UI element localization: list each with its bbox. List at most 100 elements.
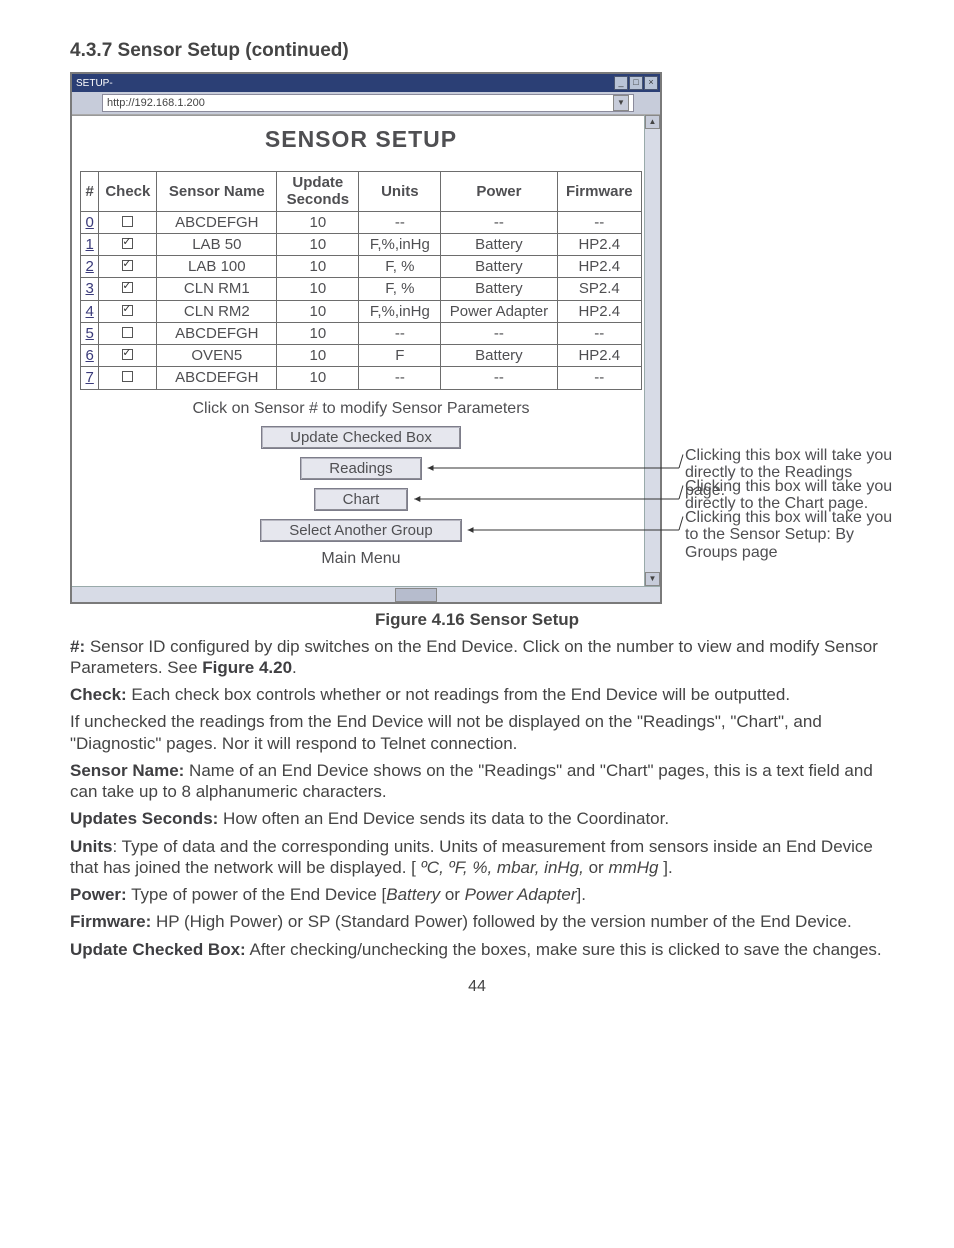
select-group-button[interactable]: Select Another Group (260, 519, 461, 542)
name-cell: ABCDEFGH (157, 211, 277, 233)
units-cell: -- (359, 367, 441, 389)
update-cell: 10 (277, 300, 359, 322)
check-cell[interactable] (99, 345, 157, 367)
address-bar: http://192.168.1.200 ▼ (72, 92, 660, 115)
power-cell: Battery (441, 278, 557, 300)
body-text: #: Sensor ID configured by dip switches … (70, 636, 884, 960)
check-cell[interactable] (99, 233, 157, 255)
col-name: Sensor Name (157, 172, 277, 212)
check-cell[interactable] (99, 256, 157, 278)
power-cell: -- (441, 367, 557, 389)
sensor-link[interactable]: 3 (81, 278, 99, 300)
url-field[interactable]: http://192.168.1.200 ▼ (102, 94, 634, 112)
scroll-down-icon[interactable]: ▼ (645, 572, 660, 586)
table-row: 6OVEN510FBatteryHP2.4 (81, 345, 642, 367)
name-cell: CLN RM1 (157, 278, 277, 300)
units-cell: F, % (359, 256, 441, 278)
sensor-link[interactable]: 2 (81, 256, 99, 278)
fw-cell: SP2.4 (557, 278, 641, 300)
sensor-link[interactable]: 1 (81, 233, 99, 255)
check-cell[interactable] (99, 211, 157, 233)
power-cell: Power Adapter (441, 300, 557, 322)
update-cell: 10 (277, 278, 359, 300)
check-cell[interactable] (99, 300, 157, 322)
table-row: 2LAB 10010F, %BatteryHP2.4 (81, 256, 642, 278)
table-row: 3CLN RM110F, %BatterySP2.4 (81, 278, 642, 300)
url-dropdown-icon[interactable]: ▼ (613, 95, 629, 111)
check-cell[interactable] (99, 367, 157, 389)
update-cell: 10 (277, 233, 359, 255)
minimize-icon[interactable]: _ (614, 76, 628, 90)
checkbox[interactable] (122, 349, 133, 360)
page-heading: SENSOR SETUP (80, 126, 642, 153)
annot-select: Clicking this box will take you to the S… (685, 509, 895, 562)
table-row: 4 CLN RM210F,%,inHgPower AdapterHP2.4 (81, 300, 642, 322)
col-num: # (81, 172, 99, 212)
fw-cell: -- (557, 322, 641, 344)
vertical-scrollbar[interactable]: ▲ ▼ (644, 115, 660, 586)
col-power: Power (441, 172, 557, 212)
name-cell: ABCDEFGH (157, 322, 277, 344)
go-icon[interactable] (636, 93, 660, 113)
section-title: 4.3.7 Sensor Setup (continued) (70, 40, 884, 62)
window-title: SETUP- (74, 78, 113, 89)
units-cell: F,%,inHg (359, 300, 441, 322)
power-cell: Battery (441, 233, 557, 255)
fw-cell: HP2.4 (557, 256, 641, 278)
update-checked-button[interactable]: Update Checked Box (261, 426, 461, 449)
power-cell: Battery (441, 256, 557, 278)
checkbox[interactable] (122, 216, 133, 227)
update-cell: 10 (277, 211, 359, 233)
sensor-link[interactable]: 6 (81, 345, 99, 367)
sensor-table: # Check Sensor Name Update Seconds Units… (80, 171, 642, 390)
fw-cell: -- (557, 367, 641, 389)
checkbox[interactable] (122, 371, 133, 382)
scroll-thumb[interactable] (395, 588, 437, 602)
setup-window: SETUP- _ □ × http://192.168.1.200 ▼ SENS… (70, 72, 662, 604)
readings-button[interactable]: Readings (300, 457, 421, 480)
power-cell: -- (441, 211, 557, 233)
checkbox[interactable] (122, 282, 133, 293)
title-bar: SETUP- _ □ × (72, 74, 660, 92)
fw-cell: HP2.4 (557, 233, 641, 255)
horizontal-scrollbar[interactable] (72, 586, 660, 602)
name-cell: CLN RM2 (157, 300, 277, 322)
chart-button[interactable]: Chart (314, 488, 409, 511)
sensor-link[interactable]: 7 (81, 367, 99, 389)
annot-chart: Clicking this box will take you directly… (685, 478, 895, 513)
check-cell[interactable] (99, 322, 157, 344)
sensor-link[interactable]: 4 (81, 300, 99, 322)
figure-area: SETUP- _ □ × http://192.168.1.200 ▼ SENS… (70, 72, 884, 604)
check-cell[interactable] (99, 278, 157, 300)
checkbox[interactable] (122, 305, 133, 316)
sensor-link[interactable]: 5 (81, 322, 99, 344)
main-menu-link[interactable]: Main Menu (80, 550, 642, 568)
power-cell: -- (441, 322, 557, 344)
checkbox[interactable] (122, 327, 133, 338)
modify-caption: Click on Sensor # to modify Sensor Param… (80, 400, 642, 418)
content-area: SENSOR SETUP # Check Sensor Name Update … (72, 115, 660, 586)
nav-icon[interactable] (72, 93, 102, 113)
fw-cell: HP2.4 (557, 300, 641, 322)
close-icon[interactable]: × (644, 76, 658, 90)
url-text: http://192.168.1.200 (107, 95, 205, 111)
scroll-up-icon[interactable]: ▲ (645, 115, 660, 129)
units-cell: F (359, 345, 441, 367)
units-cell: -- (359, 211, 441, 233)
checkbox[interactable] (122, 260, 133, 271)
col-fw: Firmware (557, 172, 641, 212)
col-check: Check (99, 172, 157, 212)
update-cell: 10 (277, 322, 359, 344)
sensor-link[interactable]: 0 (81, 211, 99, 233)
fw-cell: -- (557, 211, 641, 233)
maximize-icon[interactable]: □ (629, 76, 643, 90)
fw-cell: HP2.4 (557, 345, 641, 367)
update-cell: 10 (277, 367, 359, 389)
page-number: 44 (70, 978, 884, 996)
name-cell: LAB 50 (157, 233, 277, 255)
table-row: 7ABCDEFGH10------ (81, 367, 642, 389)
figure-caption: Figure 4.16 Sensor Setup (70, 610, 884, 630)
checkbox[interactable] (122, 238, 133, 249)
power-cell: Battery (441, 345, 557, 367)
units-cell: -- (359, 322, 441, 344)
